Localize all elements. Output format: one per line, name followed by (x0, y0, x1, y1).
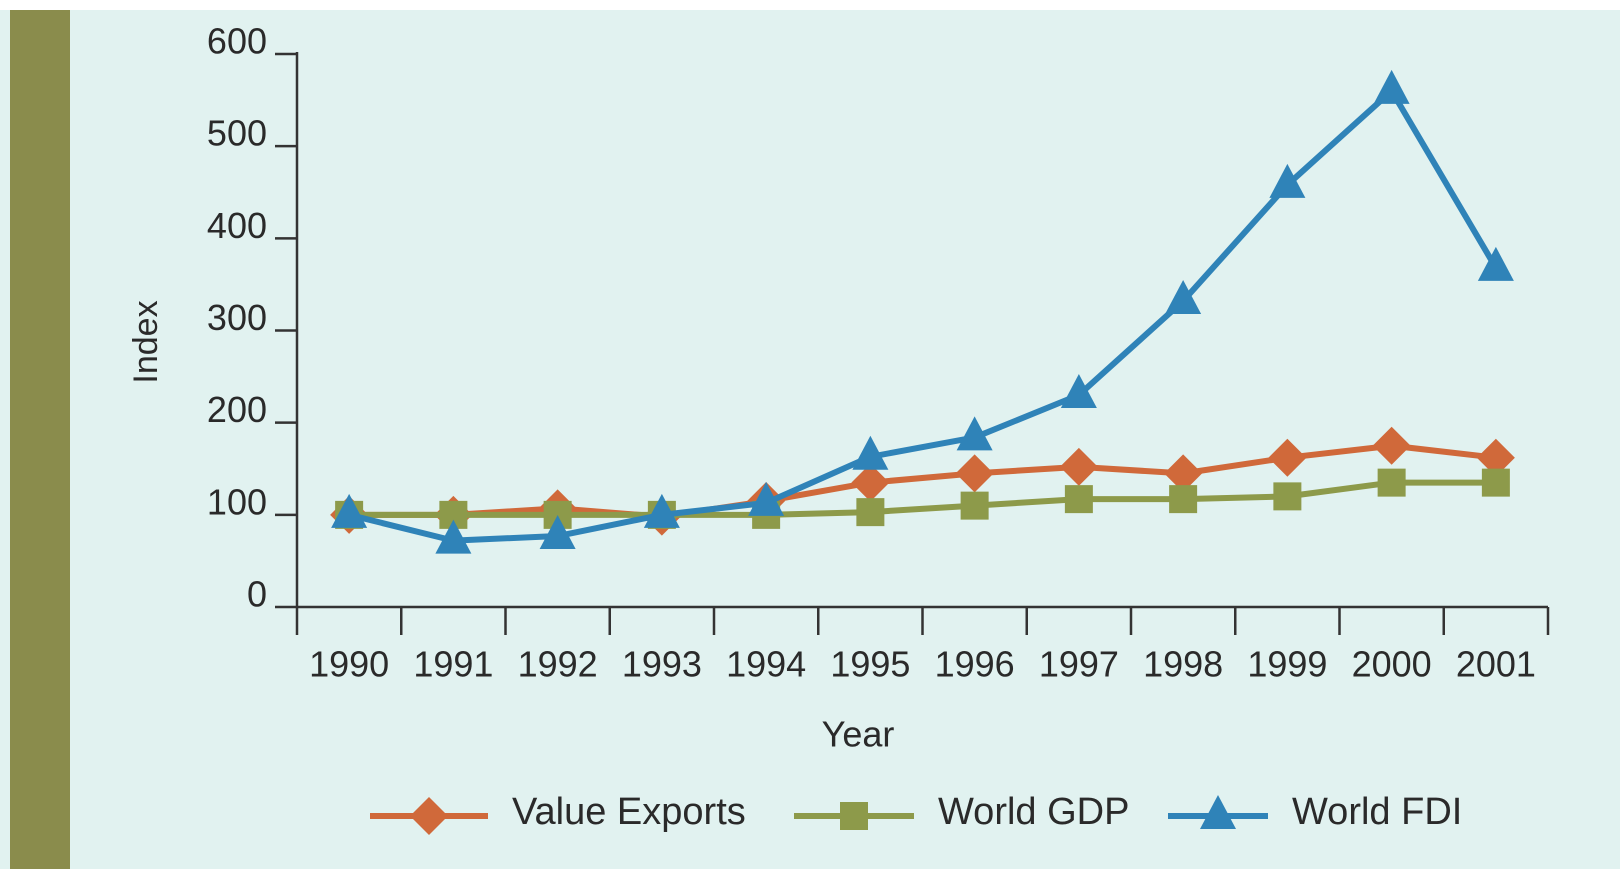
legend-label: Value Exports (512, 791, 746, 833)
data-point (852, 435, 889, 470)
data-point (1372, 426, 1411, 465)
y-tick-label: 100 (207, 481, 267, 522)
data-point (1373, 69, 1410, 104)
y-axis-label: Index (127, 300, 165, 383)
x-tick-label: 1990 (309, 644, 389, 685)
data-point (331, 493, 368, 528)
x-axis-label: Year (822, 714, 895, 755)
data-point (960, 491, 989, 520)
x-tick-label: 1994 (726, 644, 806, 685)
y-tick-label: 0 (247, 574, 267, 615)
x-tick-label: 1991 (413, 644, 493, 685)
data-point (1268, 438, 1307, 477)
data-point (1059, 447, 1098, 486)
data-point (1269, 163, 1306, 198)
x-tick-label: 1993 (622, 644, 702, 685)
data-point (435, 519, 472, 554)
data-point (1165, 280, 1202, 315)
x-tick-label: 1996 (935, 644, 1015, 685)
y-tick-label: 600 (207, 21, 267, 62)
data-point (1476, 438, 1515, 477)
data-point (543, 500, 572, 529)
x-tick-label: 1997 (1039, 644, 1119, 685)
data-point (643, 493, 680, 528)
data-point (1377, 468, 1406, 497)
legend-marker (840, 802, 868, 830)
data-point (748, 481, 785, 516)
y-tick-label: 400 (207, 205, 267, 246)
series-line (348, 87, 1499, 544)
data-point (1164, 454, 1203, 493)
x-tick-label: 2001 (1456, 644, 1536, 685)
y-tick-label: 200 (207, 389, 267, 430)
y-tick-label: 500 (207, 113, 267, 154)
data-point (1273, 482, 1302, 511)
x-tick-label: 1999 (1247, 644, 1327, 685)
data-point (439, 500, 468, 529)
data-point (956, 416, 993, 451)
x-tick-label: 1998 (1143, 644, 1223, 685)
data-point (1060, 374, 1097, 409)
legend-label: World FDI (1292, 791, 1462, 833)
x-tick-label: 1995 (830, 644, 910, 685)
data-point (851, 463, 890, 502)
data-point (856, 498, 885, 527)
data-point (955, 454, 994, 493)
x-tick-label: 1992 (518, 644, 598, 685)
data-point (1481, 468, 1510, 497)
series-line (349, 479, 1496, 518)
legend-marker (410, 797, 448, 835)
x-tick-label: 2000 (1352, 644, 1432, 685)
data-point (1064, 485, 1093, 514)
data-point (539, 515, 576, 550)
legend-label: World GDP (938, 791, 1129, 833)
background (0, 10, 1620, 869)
y-tick-label: 300 (207, 297, 267, 338)
legend-marker (1200, 795, 1236, 829)
data-point (1169, 485, 1198, 514)
data-point (1477, 246, 1514, 281)
side-bar (10, 10, 70, 869)
